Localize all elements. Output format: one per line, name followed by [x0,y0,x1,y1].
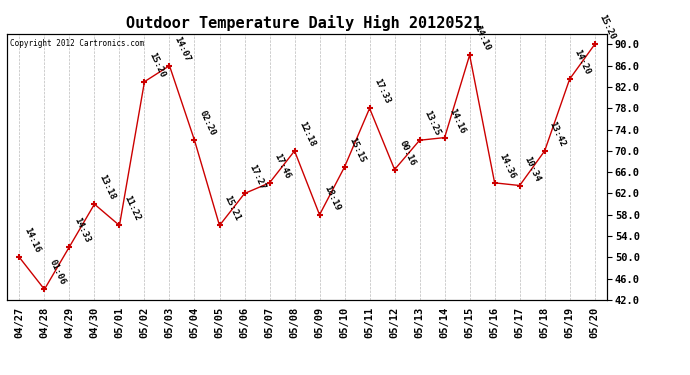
Text: 10:34: 10:34 [522,154,542,183]
Text: 13:18: 13:18 [97,173,117,201]
Text: 14:07: 14:07 [172,35,192,63]
Text: 13:25: 13:25 [422,109,442,138]
Text: Copyright 2012 Cartronics.com: Copyright 2012 Cartronics.com [10,39,144,48]
Text: 13:42: 13:42 [547,120,567,148]
Text: 00:16: 00:16 [397,139,417,167]
Text: 02:20: 02:20 [197,109,217,138]
Text: Outdoor Temperature Daily High 20120521: Outdoor Temperature Daily High 20120521 [126,15,482,31]
Text: 14:36: 14:36 [497,152,517,180]
Text: 18:19: 18:19 [322,184,342,212]
Text: 17:46: 17:46 [273,152,292,180]
Text: 17:27: 17:27 [247,162,267,191]
Text: 17:33: 17:33 [373,77,392,105]
Text: 14:33: 14:33 [72,216,92,244]
Text: 12:18: 12:18 [297,120,317,148]
Text: 15:20: 15:20 [598,13,617,42]
Text: 14:16: 14:16 [22,226,41,255]
Text: 15:21: 15:21 [222,195,242,223]
Text: 15:20: 15:20 [147,51,167,79]
Text: 01:06: 01:06 [47,258,67,286]
Text: 14:16: 14:16 [447,106,467,135]
Text: 15:15: 15:15 [347,136,367,164]
Text: 11:22: 11:22 [122,195,141,223]
Text: 14:20: 14:20 [573,48,592,76]
Text: 14:10: 14:10 [473,24,492,52]
